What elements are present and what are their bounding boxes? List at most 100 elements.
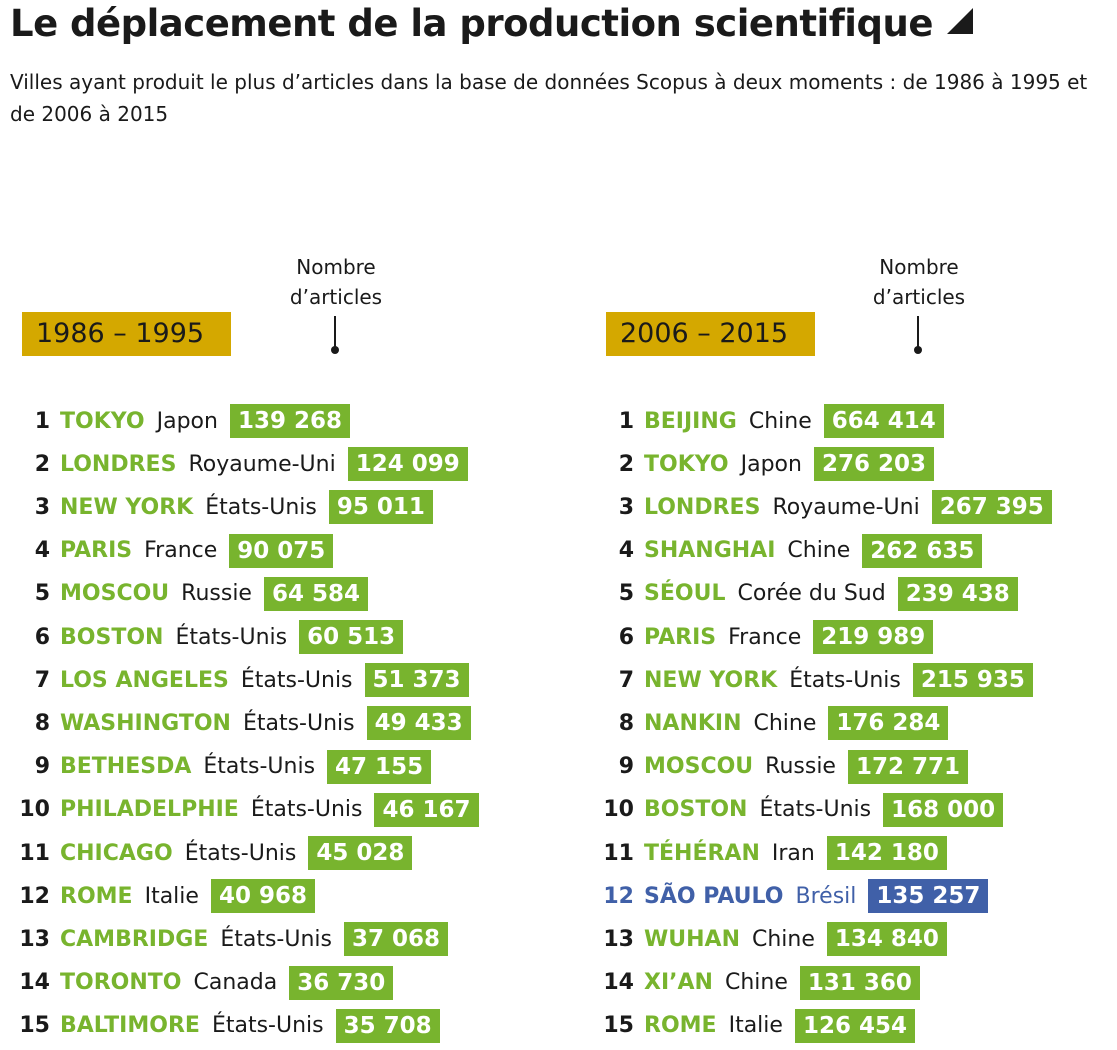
city-label: BEIJING bbox=[644, 408, 737, 434]
country-label: États-Unis bbox=[184, 840, 297, 866]
value-bar: 176 284 bbox=[828, 706, 949, 741]
city-label: SÉOUL bbox=[644, 581, 726, 607]
country-label: Canada bbox=[193, 970, 278, 996]
country-label: États-Unis bbox=[203, 754, 316, 780]
table-row: 5 SÉOUL Corée du Sud 239 438 bbox=[596, 575, 1018, 613]
city-label: SHANGHAI bbox=[644, 538, 776, 564]
country-label: Chine bbox=[724, 970, 788, 996]
country-label: États-Unis bbox=[250, 797, 363, 823]
table-row: 12 SÃO PAULO Brésil 135 257 bbox=[596, 877, 989, 915]
country-label: États-Unis bbox=[175, 624, 288, 650]
value-bar: 135 257 bbox=[868, 879, 989, 914]
country-label: France bbox=[144, 538, 218, 564]
city-label: WASHINGTON bbox=[60, 710, 231, 736]
table-row: 6 PARIS France 219 989 bbox=[596, 618, 934, 656]
value-bar: 47 155 bbox=[327, 749, 432, 784]
value-bar: 126 454 bbox=[794, 1008, 915, 1043]
table-row: 7 NEW YORK États-Unis 215 935 bbox=[596, 661, 1033, 699]
rank-label: 11 bbox=[19, 840, 50, 866]
count-column-header: Nombre d’articles bbox=[872, 255, 966, 309]
rank-label: 1 bbox=[34, 408, 50, 434]
table-row: 1 BEIJING Chine 664 414 bbox=[596, 402, 944, 440]
rank-label: 5 bbox=[34, 581, 50, 607]
country-label: Brésil bbox=[795, 883, 857, 909]
value-bar: 124 099 bbox=[347, 447, 468, 482]
table-row: 3 LONDRES Royaume-Uni 267 395 bbox=[596, 488, 1052, 526]
city-label: BOSTON bbox=[644, 797, 748, 823]
city-label: NANKIN bbox=[644, 710, 742, 736]
city-label: TOKYO bbox=[644, 451, 729, 477]
country-label: États-Unis bbox=[759, 797, 872, 823]
city-label: PHILADELPHIE bbox=[60, 797, 239, 823]
country-label: Russie bbox=[181, 581, 252, 607]
city-label: CHICAGO bbox=[60, 840, 173, 866]
table-row: 8 WASHINGTON États-Unis 49 433 bbox=[12, 704, 471, 742]
country-label: Japon bbox=[156, 408, 218, 434]
table-row: 13 CAMBRIDGE États-Unis 37 068 bbox=[12, 920, 448, 958]
table-row: 4 SHANGHAI Chine 262 635 bbox=[596, 532, 983, 570]
value-bar: 219 989 bbox=[813, 620, 934, 654]
rank-label: 13 bbox=[603, 926, 634, 952]
country-label: États-Unis bbox=[242, 710, 355, 736]
period-badge: 2006 – 2015 bbox=[606, 312, 815, 356]
value-bar: 142 180 bbox=[826, 836, 947, 870]
country-label: Chine bbox=[787, 538, 851, 564]
country-label: Corée du Sud bbox=[737, 581, 886, 607]
period-badge: 1986 – 1995 bbox=[22, 312, 231, 356]
table-row: 10 BOSTON États-Unis 168 000 bbox=[596, 791, 1004, 829]
value-bar: 276 203 bbox=[813, 447, 934, 482]
value-bar: 139 268 bbox=[229, 404, 350, 438]
value-bar: 267 395 bbox=[931, 490, 1052, 525]
value-bar: 131 360 bbox=[799, 965, 920, 1000]
table-row: 8 NANKIN Chine 176 284 bbox=[596, 704, 949, 742]
value-bar: 45 028 bbox=[308, 836, 413, 870]
table-row: 15 ROME Italie 126 454 bbox=[596, 1007, 915, 1045]
rank-label: 2 bbox=[34, 451, 50, 477]
value-bar: 215 935 bbox=[912, 663, 1033, 698]
table-row: 15 BALTIMORE États-Unis 35 708 bbox=[12, 1007, 440, 1045]
city-label: ROME bbox=[644, 1013, 717, 1039]
value-bar: 64 584 bbox=[263, 576, 368, 611]
chart-subtitle: Villes ayant produit le plus d’articles … bbox=[10, 70, 1088, 126]
value-bar: 168 000 bbox=[883, 792, 1004, 827]
rank-label: 8 bbox=[618, 710, 634, 736]
count-column-header: Nombre d’articles bbox=[289, 255, 383, 309]
country-label: Chine bbox=[751, 926, 815, 952]
rank-label: 3 bbox=[618, 494, 634, 520]
country-label: Iran bbox=[771, 840, 815, 866]
table-row: 11 TÉHÉRAN Iran 142 180 bbox=[596, 834, 947, 872]
table-row: 7 LOS ANGELES États-Unis 51 373 bbox=[12, 661, 469, 699]
rank-label: 4 bbox=[34, 538, 50, 564]
rank-label: 9 bbox=[618, 754, 634, 780]
table-row: 2 LONDRES Royaume-Uni 124 099 bbox=[12, 445, 468, 483]
city-label: TORONTO bbox=[60, 970, 182, 996]
country-label: Russie bbox=[765, 754, 836, 780]
table-row: 4 PARIS France 90 075 bbox=[12, 532, 334, 570]
rank-label: 15 bbox=[603, 1013, 634, 1039]
country-label: Chine bbox=[748, 408, 812, 434]
rank-label: 11 bbox=[603, 840, 634, 866]
country-label: Italie bbox=[728, 1013, 783, 1039]
table-row: 10 PHILADELPHIE États-Unis 46 167 bbox=[12, 791, 479, 829]
country-label: Japon bbox=[740, 451, 802, 477]
rank-label: 12 bbox=[19, 883, 50, 909]
rank-label: 6 bbox=[34, 624, 50, 650]
rank-label: 4 bbox=[618, 538, 634, 564]
city-label: XI’AN bbox=[644, 970, 713, 996]
city-label: PARIS bbox=[60, 538, 133, 564]
country-label: Chine bbox=[753, 710, 817, 736]
country-label: États-Unis bbox=[205, 494, 317, 520]
table-row: 12 ROME Italie 40 968 bbox=[12, 877, 315, 915]
table-row: 2 TOKYO Japon 276 203 bbox=[596, 445, 934, 483]
rank-label: 5 bbox=[618, 581, 634, 607]
city-label: SÃO PAULO bbox=[644, 883, 784, 909]
country-label: Royaume-Uni bbox=[772, 494, 920, 520]
rank-label: 7 bbox=[618, 667, 634, 693]
table-row: 6 BOSTON États-Unis 60 513 bbox=[12, 618, 404, 656]
rank-label: 6 bbox=[618, 624, 634, 650]
table-row: 13 WUHAN Chine 134 840 bbox=[596, 920, 947, 958]
rank-label: 7 bbox=[34, 667, 50, 693]
chart-title-text: Le déplacement de la production scientif… bbox=[10, 2, 933, 45]
city-label: MOSCOU bbox=[644, 754, 754, 780]
value-bar: 172 771 bbox=[847, 749, 968, 784]
